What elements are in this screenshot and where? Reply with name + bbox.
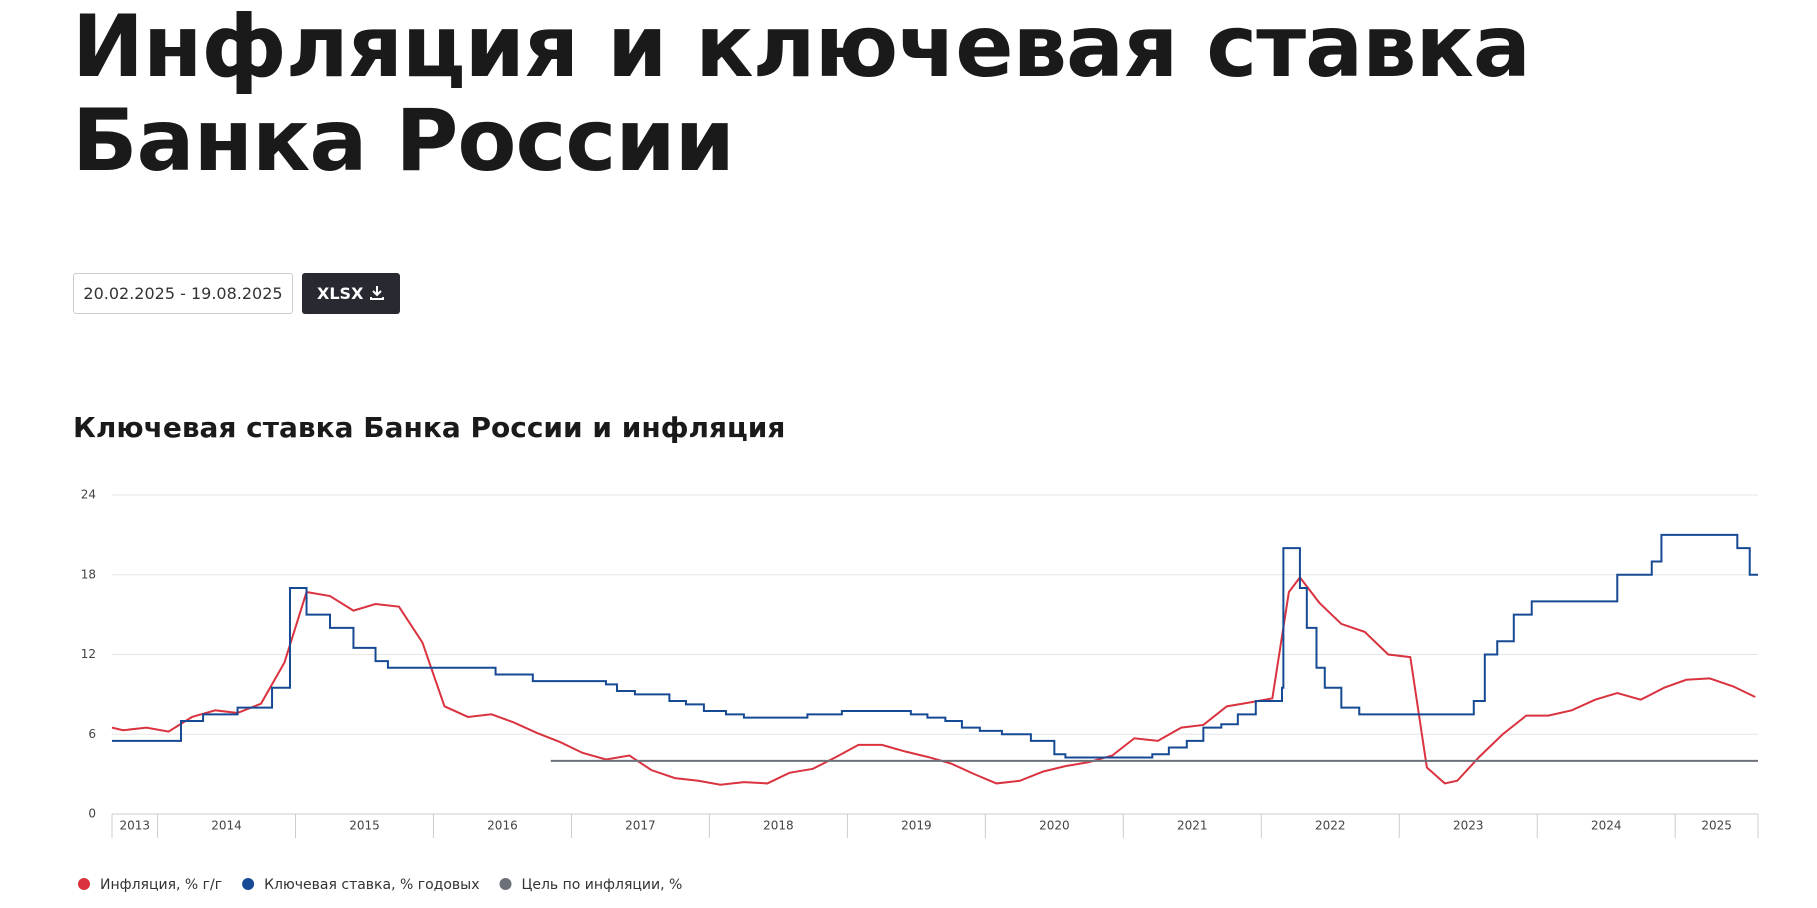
y-tick-label: 6 [88, 727, 96, 741]
download-icon[interactable] [369, 285, 385, 301]
export-button[interactable]: XLSX [302, 273, 400, 314]
x-tick-label: 2024 [1591, 819, 1622, 833]
x-tick-label: 2016 [487, 819, 518, 833]
legend-marker [499, 878, 512, 890]
x-tick-label: 2023 [1453, 819, 1484, 833]
y-tick-label: 24 [81, 488, 96, 502]
x-tick-label: 2018 [763, 819, 794, 833]
chart-title: Ключевая ставка Банка России и инфляция [73, 411, 785, 444]
x-tick-label: 2013 [119, 819, 150, 833]
legend-marker [242, 878, 255, 890]
y-tick-label: 12 [81, 647, 96, 661]
chart: Ключевая ставка Банка России и инфляция … [73, 411, 1759, 893]
x-tick-label: 2015 [349, 819, 380, 833]
x-tick-label: 2021 [1177, 819, 1208, 833]
x-tick-label: 2017 [625, 819, 656, 833]
y-tick-label: 0 [88, 807, 96, 821]
legend-marker [78, 878, 90, 890]
legend: Инфляция, % г/г Ключевая ставка, % годовы… [78, 877, 682, 893]
x-tick-label: 2019 [901, 819, 932, 833]
legend-label: Ключевая ставка, % годовых [264, 877, 479, 893]
x-tick-label: 2022 [1315, 819, 1346, 833]
export-label[interactable]: XLSX [317, 284, 364, 303]
legend-label: Цель по инфляции, % [522, 877, 683, 893]
legend-label: Инфляция, % г/г [100, 877, 222, 893]
x-tick-label: 2020 [1039, 819, 1070, 833]
series-line [111, 575, 1756, 786]
y-tick-label: 18 [81, 567, 96, 581]
x-tick-label: 2014 [211, 819, 242, 833]
page-title: Инфляция и ключевая ставка Банка России [72, 0, 1531, 191]
x-tick-label: 2025 [1701, 819, 1732, 833]
series-line [112, 533, 1758, 759]
date-range[interactable]: 20.02.2025 - 19.08.2025 [73, 273, 293, 314]
